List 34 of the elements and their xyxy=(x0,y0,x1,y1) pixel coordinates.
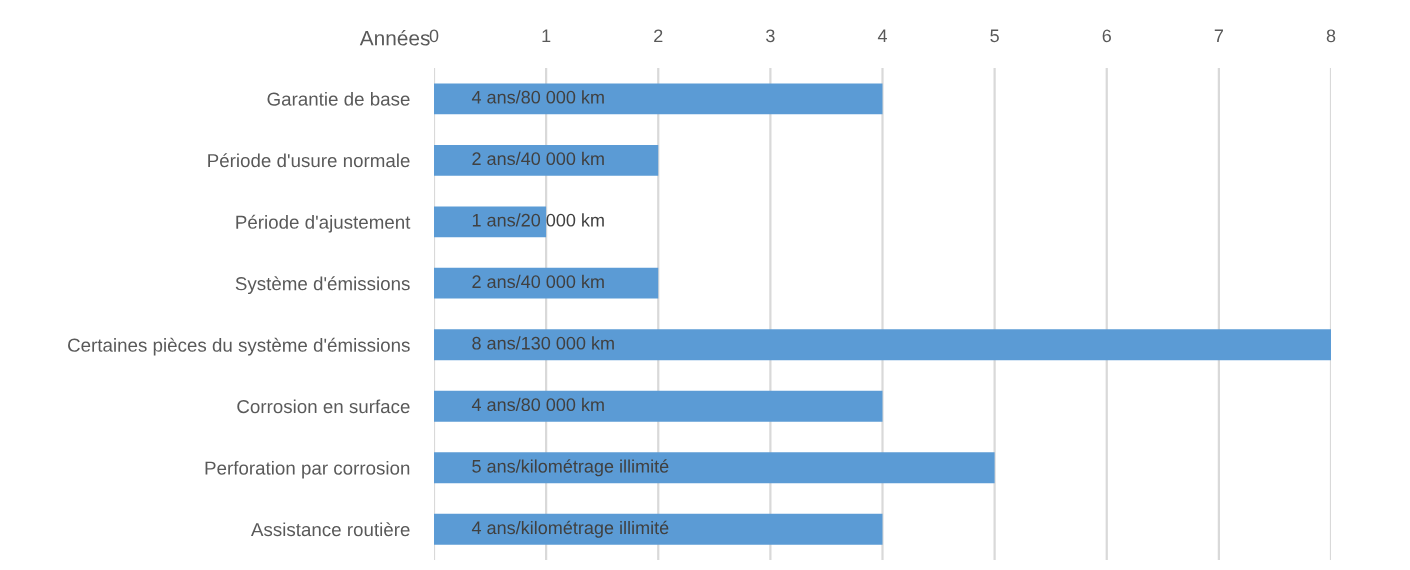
x-tick-label: 6 xyxy=(1102,29,1111,43)
x-tick-label: 4 xyxy=(877,29,887,43)
bar xyxy=(434,513,883,545)
x-tick-label: 1 xyxy=(542,29,551,43)
y-tick-label: Période d'ajustement xyxy=(236,214,411,233)
x-tick-label: 3 xyxy=(766,29,775,43)
data-label: 4 ans/80 000 km xyxy=(471,90,604,104)
data-label: 2 ans/40 000 km xyxy=(472,274,604,289)
bar xyxy=(434,390,883,422)
x-tick-label: 8 xyxy=(1326,29,1336,43)
bar xyxy=(434,329,1331,361)
bar xyxy=(434,267,659,299)
data-label: 4 ans/80 000 km xyxy=(471,397,604,412)
x-tick-label: 5 xyxy=(990,29,999,43)
bar xyxy=(434,452,995,484)
x-tick-label: 2 xyxy=(654,29,663,43)
y-tick-label: Certaines pièces du système d'émissions xyxy=(68,337,410,356)
data-label: 4 ans/kilométrage illimité xyxy=(471,520,669,538)
y-tick-label: Assistance routière xyxy=(250,522,410,537)
bar xyxy=(434,206,547,238)
data-label: 2 ans/40 000 km xyxy=(472,151,604,166)
data-label: 8 ans/130 000 km xyxy=(472,336,614,350)
y-tick-label: Période d'usure normale xyxy=(208,153,410,168)
y-tick-label: Système d'émissions xyxy=(235,276,410,295)
data-label: 1 ans/20 000 km xyxy=(472,213,604,227)
y-tick-label: Perforation par corrosion xyxy=(205,460,410,479)
y-tick-label: Corrosion en surface xyxy=(237,399,410,414)
data-label: 5 ans/kilométrage illimité xyxy=(472,459,669,477)
x-tick-label: 7 xyxy=(1214,29,1223,43)
x-axis-title: Années xyxy=(359,30,430,46)
y-tick-label: Garantie de base xyxy=(267,91,410,106)
bar xyxy=(434,144,659,176)
x-tick-label: 0 xyxy=(429,29,439,43)
bar xyxy=(434,83,883,115)
